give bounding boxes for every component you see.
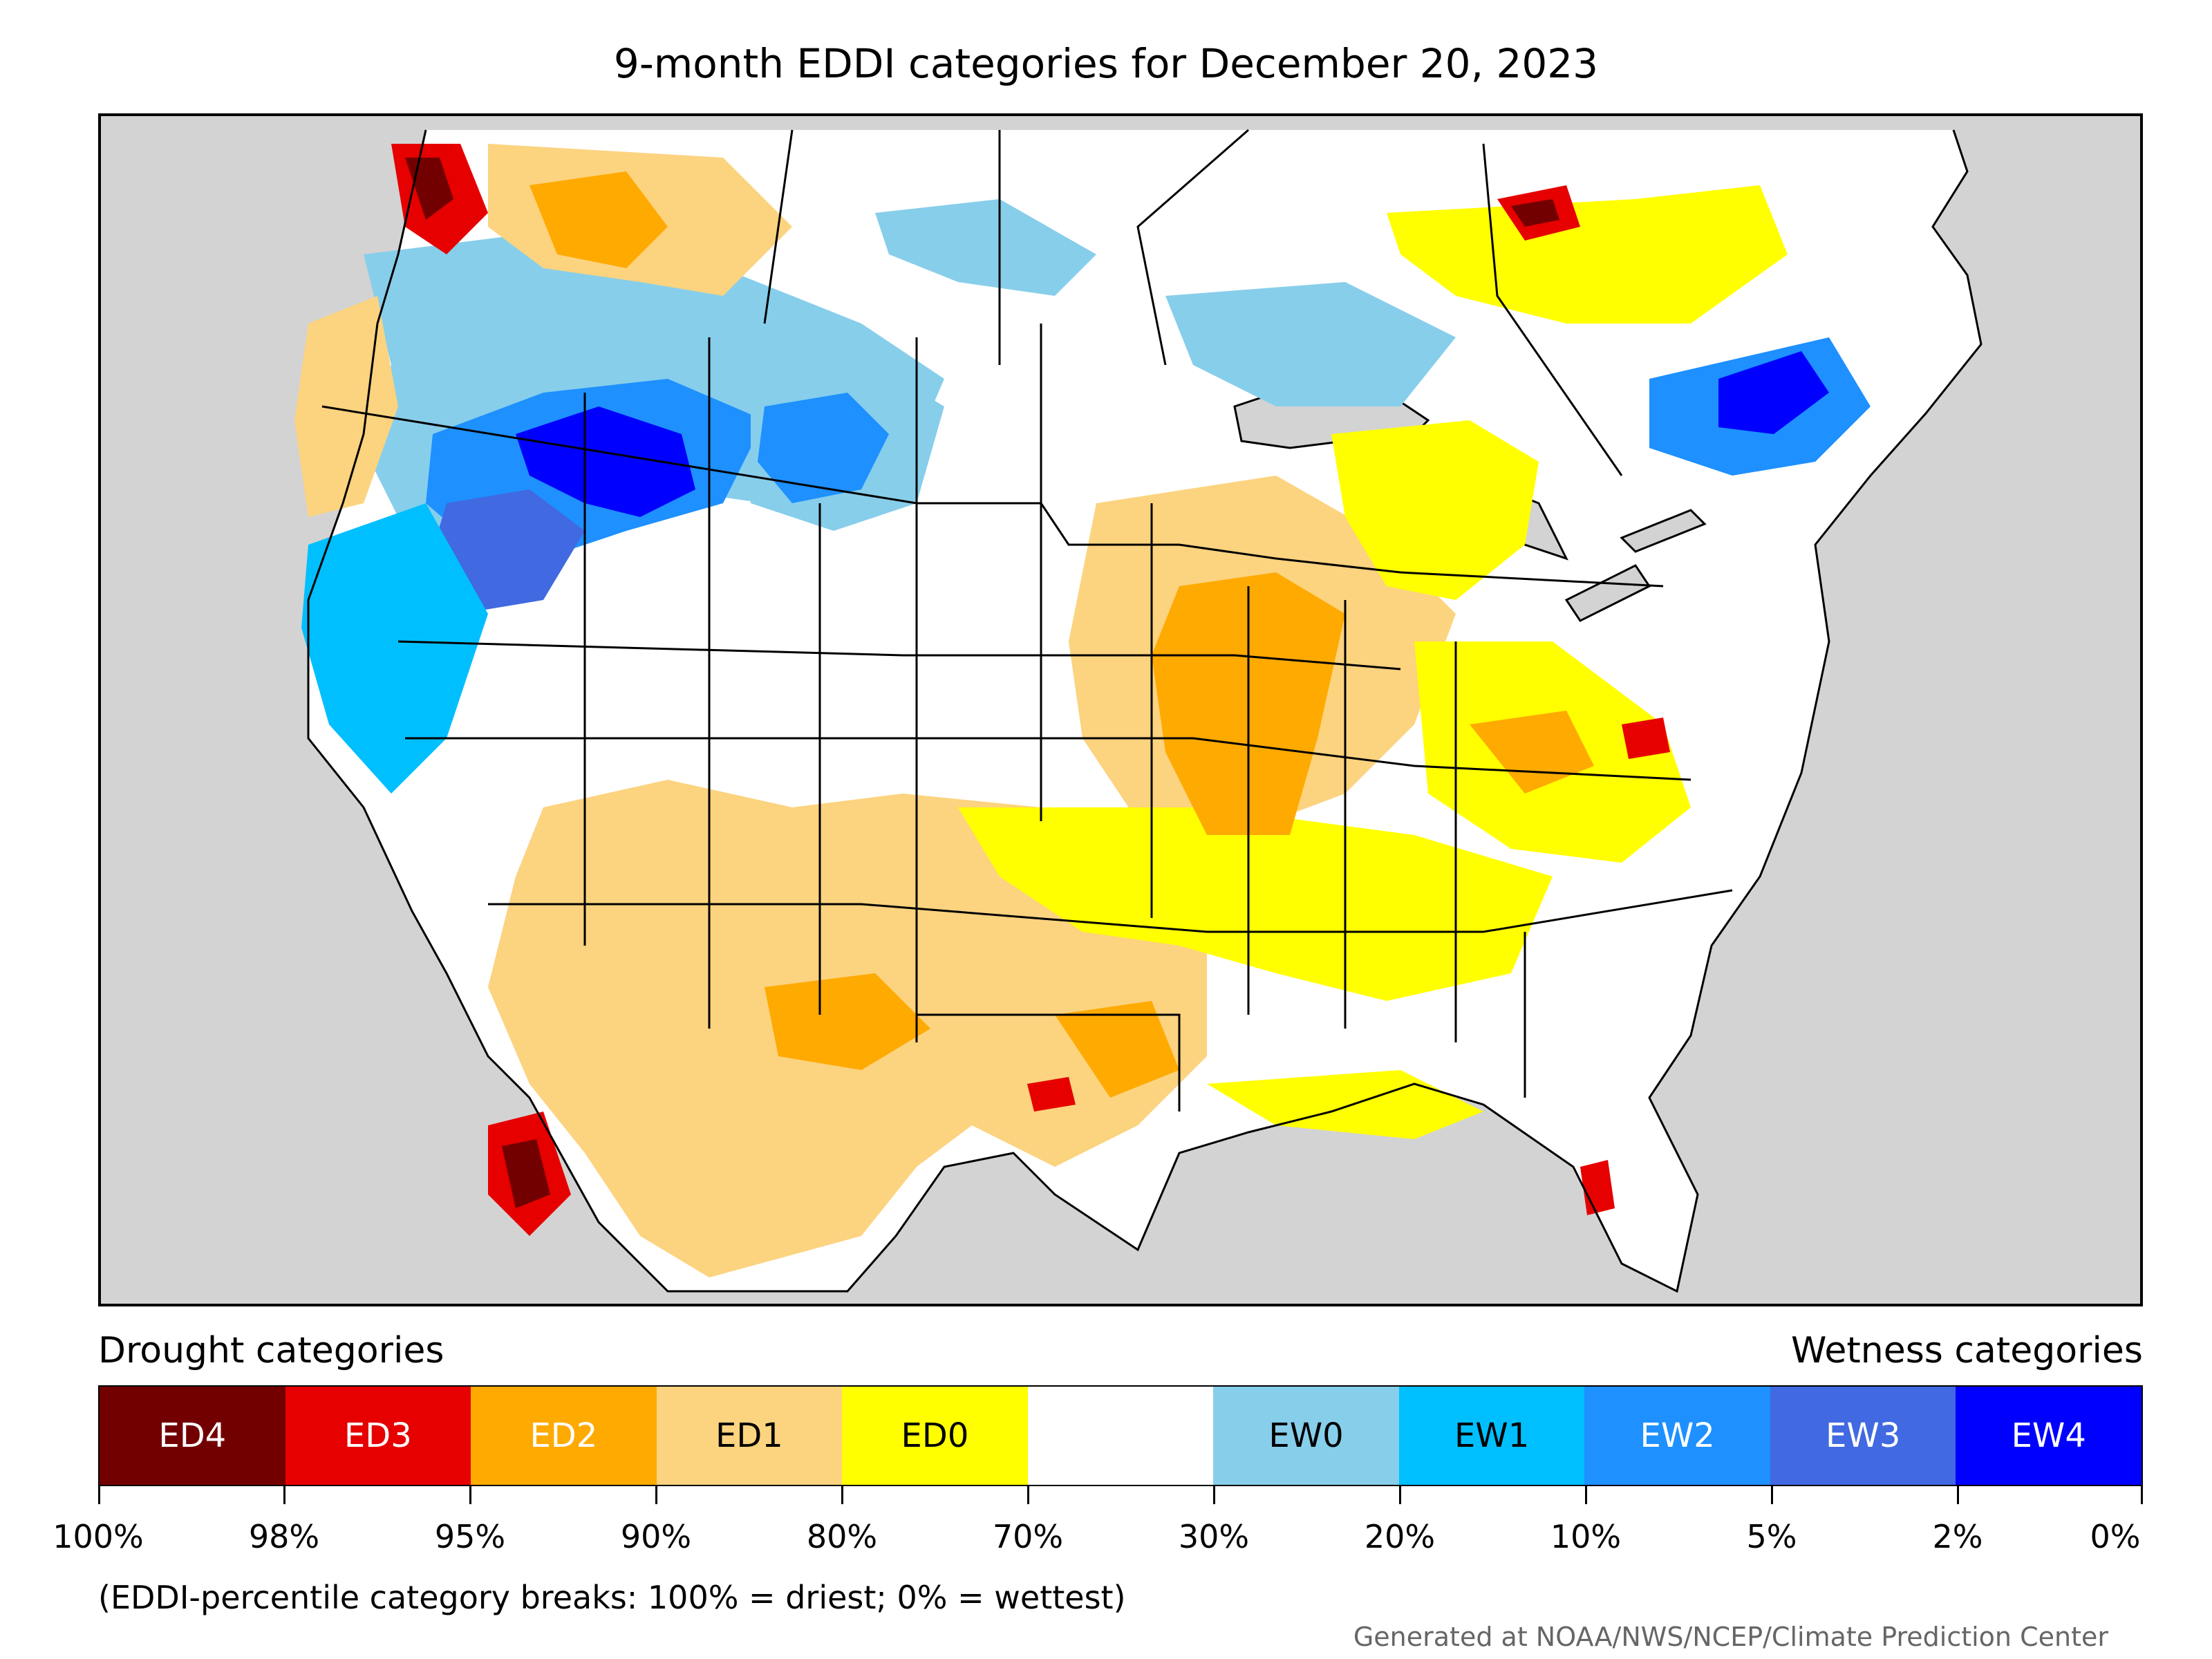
- legend-swatch-ew0: EW0: [1213, 1387, 1399, 1485]
- legend-swatch-ed1: ED1: [656, 1387, 843, 1485]
- legend-swatch-ed2: ED2: [471, 1387, 657, 1485]
- map-title: 9-month EDDI categories for December 20,…: [613, 40, 1599, 87]
- legend-swatch-ed3: ED3: [285, 1387, 471, 1485]
- legend-swatch-ew4: EW4: [1956, 1387, 2142, 1485]
- region-ed2-canada: [529, 171, 668, 268]
- legend-tick: [2141, 1486, 2143, 1504]
- legend-tick: [98, 1486, 100, 1504]
- region-ew4-quebec: [1718, 351, 1829, 434]
- legend-break-label: 20%: [1364, 1518, 1436, 1555]
- legend-break-label: 80%: [806, 1518, 878, 1555]
- legend-swatch-label: EW2: [1640, 1416, 1715, 1455]
- coastline: [307, 129, 1983, 1293]
- drought-categories-label: Drought categories: [98, 1330, 444, 1371]
- legend-swatch-label: ED2: [529, 1416, 598, 1455]
- legend-swatch-normal: [1027, 1387, 1214, 1485]
- region-ed3-texas: [1027, 1077, 1076, 1112]
- legend-break-label: 70%: [992, 1518, 1064, 1555]
- region-ed0-gulf: [1207, 1070, 1483, 1139]
- region-ed2-texas: [765, 973, 1179, 1098]
- region-ed3-virginia: [1622, 718, 1670, 759]
- legend-swatch-label: EW3: [1826, 1416, 1901, 1455]
- legend-tick: [1399, 1486, 1401, 1504]
- region-ed4-baja: [502, 1139, 550, 1208]
- legend-tick: [655, 1486, 657, 1504]
- legend-break-label: 90%: [620, 1518, 692, 1555]
- legend-tick: [469, 1486, 471, 1504]
- legend-tick: [1585, 1486, 1587, 1504]
- legend-swatch-ew3: EW3: [1770, 1387, 1956, 1485]
- legend-tick: [841, 1486, 843, 1504]
- legend-swatch-label: ED1: [715, 1416, 783, 1455]
- legend-tick: [1213, 1486, 1215, 1504]
- legend-swatch-label: ED0: [901, 1416, 969, 1455]
- legend-tick: [1957, 1486, 1959, 1504]
- region-ed3-florida: [1580, 1160, 1615, 1215]
- legend-swatch-label: ED4: [158, 1416, 227, 1455]
- legend-tick: [1771, 1486, 1773, 1504]
- legend-swatch-ed4: ED4: [100, 1387, 285, 1485]
- category-legend-bar: ED4 ED3 ED2 ED1 ED0 EW0 EW1 EW2 EW3 EW4: [98, 1385, 2143, 1486]
- region-ew4-idaho-utah: [516, 406, 695, 517]
- region-ed0-canada-east: [1387, 185, 1788, 324]
- region-ed0-south-central: [958, 807, 1553, 1001]
- state-boundaries: [321, 129, 1733, 1112]
- legend-swatch-label: EW0: [1268, 1416, 1344, 1455]
- legend-ticks: [98, 1486, 2143, 1514]
- legend-break-label: 5%: [1746, 1518, 1797, 1555]
- credit-line: Generated at NOAA/NWS/NCEP/Climate Predi…: [1353, 1622, 2108, 1652]
- footnote: (EDDI-percentile category breaks: 100% =…: [98, 1579, 1126, 1616]
- legend-swatch-ew2: EW2: [1584, 1387, 1770, 1485]
- region-ed0-great-lakes: [1331, 420, 1539, 600]
- legend-swatch-ed0: ED0: [842, 1387, 1028, 1485]
- legend-swatch-ew1: EW1: [1398, 1387, 1585, 1485]
- region-ew1-nevada: [301, 503, 488, 794]
- eddi-map: [98, 113, 2143, 1306]
- wetness-categories-label: Wetness categories: [1791, 1330, 2143, 1371]
- legend-break-label: 95%: [434, 1518, 506, 1555]
- legend-break-label: 0%: [2090, 1518, 2141, 1555]
- legend-break-label: 98%: [248, 1518, 320, 1555]
- region-ed4-canada-east: [1511, 199, 1559, 227]
- legend-break-label: 30%: [1178, 1518, 1250, 1555]
- legend-swatch-label: ED3: [344, 1416, 412, 1455]
- legend-break-label: 10%: [1550, 1518, 1622, 1555]
- legend-break-label: 2%: [1932, 1518, 1983, 1555]
- legend-break-label: 100%: [53, 1518, 144, 1555]
- legend-swatch-label: EW1: [1454, 1416, 1530, 1455]
- legend-swatch-label: EW4: [2011, 1416, 2086, 1455]
- legend-tick: [1027, 1486, 1029, 1504]
- region-ew0-canada: [875, 199, 1456, 406]
- region-ew2-wyoming: [758, 393, 889, 503]
- region-ed1-northwest-coast: [294, 296, 398, 517]
- legend-tick: [283, 1486, 285, 1504]
